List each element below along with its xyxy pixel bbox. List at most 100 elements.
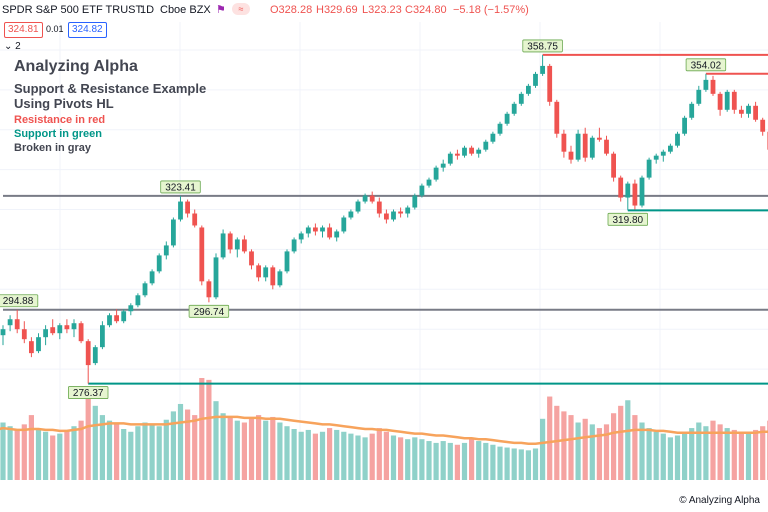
volume-bar bbox=[78, 420, 84, 480]
candle-body bbox=[163, 245, 169, 256]
candle-body bbox=[433, 167, 439, 180]
candle-body bbox=[256, 265, 261, 278]
candle-body bbox=[589, 137, 595, 158]
interval[interactable]: 1D bbox=[140, 4, 155, 16]
volume-bar bbox=[717, 424, 723, 480]
volume-bar bbox=[0, 422, 6, 480]
candle-body bbox=[305, 227, 311, 234]
volume-bar bbox=[327, 428, 333, 480]
candle-body bbox=[568, 151, 574, 160]
resistance-note: Resistance in red bbox=[14, 114, 106, 126]
volume-bar bbox=[256, 415, 262, 480]
volume-bar bbox=[532, 448, 539, 480]
candle-body bbox=[369, 195, 375, 202]
candle-body bbox=[462, 147, 467, 156]
ask-price[interactable]: 324.82 bbox=[68, 22, 107, 38]
candle-body bbox=[391, 211, 396, 220]
volume-bar bbox=[206, 379, 212, 480]
volume-bar bbox=[149, 424, 155, 480]
candle-body bbox=[57, 325, 63, 334]
candle-body bbox=[100, 325, 105, 348]
bid-price[interactable]: 324.81 bbox=[4, 22, 43, 38]
candle-body bbox=[660, 151, 666, 156]
volume-bar bbox=[440, 441, 446, 480]
volume-bar bbox=[618, 405, 624, 480]
candle-body bbox=[533, 73, 538, 86]
candle-body bbox=[334, 231, 340, 238]
volume-bar bbox=[497, 446, 503, 480]
candle-body bbox=[483, 141, 489, 150]
volume-bar bbox=[177, 403, 184, 480]
volume-bar bbox=[639, 422, 645, 480]
candle-body bbox=[582, 133, 588, 158]
volume-bars bbox=[0, 378, 768, 480]
volume-bar bbox=[114, 424, 120, 480]
volume-bar bbox=[156, 426, 162, 480]
candle-body bbox=[703, 79, 709, 90]
watermark: © Analyzing Alpha bbox=[679, 495, 760, 506]
candle-body bbox=[575, 133, 581, 160]
volume-bar bbox=[653, 431, 659, 480]
market-status-icon[interactable]: ≈ bbox=[232, 3, 250, 15]
volume-bar bbox=[674, 435, 681, 480]
chevron-down-icon: ⌄ bbox=[4, 41, 13, 52]
volume-bar bbox=[568, 415, 574, 480]
candle-body bbox=[199, 227, 205, 282]
candle-body bbox=[724, 91, 730, 110]
volume-bar bbox=[170, 411, 176, 480]
candle-body bbox=[632, 183, 638, 206]
symbol-name[interactable]: SPDR S&P 500 ETF TRUST bbox=[2, 4, 143, 16]
candle-body bbox=[469, 147, 474, 154]
candle-body bbox=[639, 177, 645, 206]
candle-body bbox=[731, 91, 737, 110]
candle-body bbox=[327, 227, 332, 238]
candle-body bbox=[753, 105, 758, 120]
candle-body bbox=[618, 177, 624, 198]
volume-bar bbox=[199, 378, 205, 480]
volume-bar bbox=[703, 426, 709, 480]
indicators-toggle[interactable]: ⌄ 2 bbox=[4, 41, 21, 52]
volume-bar bbox=[419, 439, 425, 480]
volume-bar bbox=[341, 431, 347, 480]
candle-body bbox=[625, 183, 631, 198]
volume-bar bbox=[696, 422, 702, 480]
candle-body bbox=[419, 185, 425, 196]
volume-bar bbox=[376, 428, 382, 480]
pivot-label-box bbox=[0, 294, 39, 308]
candle-body bbox=[476, 149, 482, 154]
candle-body bbox=[696, 89, 702, 104]
candle-body bbox=[270, 267, 276, 286]
pivot-label: 276.37 bbox=[73, 388, 104, 399]
volume-bar bbox=[589, 424, 595, 480]
volume-bar bbox=[724, 428, 730, 480]
volume-bar bbox=[433, 442, 439, 480]
volume-bar bbox=[362, 437, 368, 480]
candle-body bbox=[64, 325, 70, 330]
candle-body bbox=[511, 103, 517, 114]
candle-body bbox=[291, 239, 297, 252]
pivot-label-box bbox=[188, 304, 230, 318]
candle-body bbox=[362, 195, 368, 202]
spread-value: 0.01 bbox=[46, 24, 64, 34]
chart-grid bbox=[0, 22, 768, 480]
flag-icon[interactable]: ⚑ bbox=[216, 4, 226, 16]
candle-body bbox=[710, 79, 716, 94]
volume-bar bbox=[213, 401, 219, 480]
volume-bar bbox=[405, 439, 411, 480]
volume-bar bbox=[92, 405, 98, 480]
candle-body bbox=[171, 219, 176, 246]
volume-bar bbox=[85, 391, 91, 480]
candle-body bbox=[114, 315, 119, 322]
candle-body bbox=[71, 323, 77, 330]
volume-bar bbox=[383, 431, 389, 480]
volume-bar bbox=[476, 441, 482, 480]
volume-bar bbox=[426, 441, 432, 480]
volume-bar bbox=[689, 428, 695, 480]
volume-ma-line bbox=[0, 415, 768, 446]
pivot-label-box bbox=[522, 39, 563, 53]
volume-bar bbox=[192, 415, 198, 480]
candle-body bbox=[36, 337, 41, 352]
candle-body bbox=[220, 233, 226, 258]
candle-body bbox=[92, 347, 98, 364]
